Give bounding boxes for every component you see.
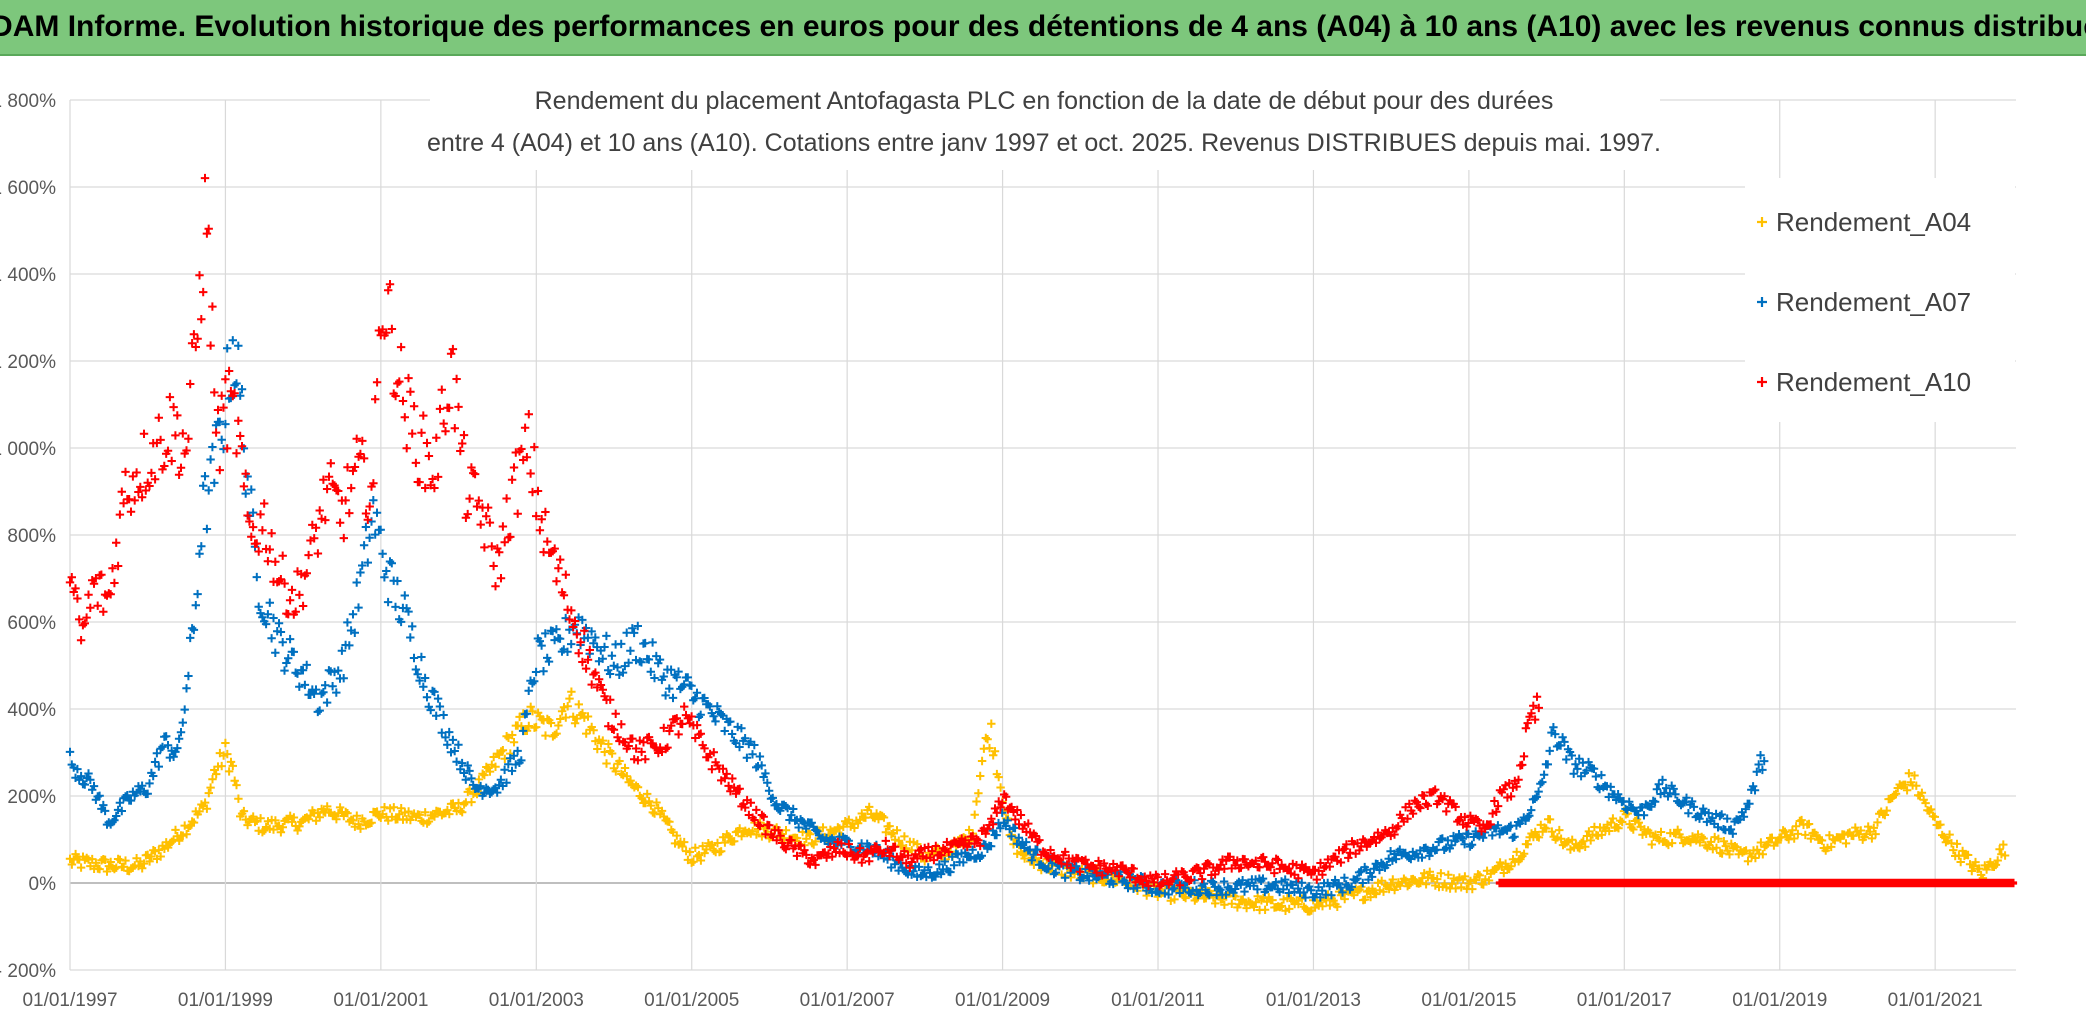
y-tick-label: 1 800% [0, 91, 56, 112]
x-tick-label: 01/01/2013 [1266, 990, 1361, 1011]
x-tick-label: 01/01/2017 [1577, 990, 1672, 1011]
chart-legend: Rendement_A04 Rendement_A07 Rendement_A10 [1745, 178, 2015, 422]
x-tick-label: 01/01/2021 [1888, 990, 1983, 1011]
y-tick-label: 200% [7, 787, 56, 808]
y-tick-label: 1 600% [0, 178, 56, 199]
chart-title: Rendement du placement Antofagasta PLC e… [427, 78, 1661, 170]
x-tick-label: 01/01/2007 [800, 990, 895, 1011]
legend-marker [1757, 297, 1767, 307]
x-tick-label: 01/01/2011 [1111, 990, 1205, 1011]
y-axis-tick-labels: 1 800% 1 600% 1 400% 1 200% 1 000% 800% 600% 40… [0, 91, 56, 982]
y-tick-label: 1 400% [0, 265, 56, 286]
x-tick-label: 01/01/2005 [644, 990, 739, 1011]
data-series-layer [65, 173, 2018, 916]
x-tick-label: 01/01/1999 [178, 990, 273, 1011]
x-tick-label: 01/01/2009 [955, 990, 1050, 1011]
chart-title-line-1: Rendement du placement Antofagasta PLC e… [535, 87, 1554, 115]
series-rendement-a10-0-segment- [1495, 878, 2018, 888]
y-tick-label: 1 000% [0, 439, 56, 460]
x-tick-label: 01/01/2019 [1732, 990, 1827, 1011]
y-tick-label: 400% [7, 700, 56, 721]
series-markers [65, 173, 1543, 891]
page-banner-title: ADAM Informe. Evolution historique des p… [0, 0, 2086, 56]
x-tick-label: 01/01/1997 [22, 990, 117, 1011]
series-markers [65, 336, 1769, 902]
series-markers [1495, 878, 2018, 888]
x-tick-label: 01/01/2001 [333, 990, 428, 1011]
chart-title-line-2: entre 4 (A04) et 10 ans (A10). Cotations… [427, 129, 1661, 157]
y-tick-label: 600% [7, 613, 56, 634]
y-tick-label: 0% [29, 874, 57, 895]
x-tick-label: 01/01/2003 [489, 990, 584, 1011]
chart-title-background [430, 78, 1660, 170]
legend-label: Rendement_A10 [1776, 367, 1971, 397]
y-tick-label: - 200% [0, 961, 56, 982]
legend-marker [1757, 377, 1767, 387]
legend-background [1745, 178, 2015, 422]
y-tick-label: 800% [7, 526, 56, 547]
x-axis-tick-labels: 01/01/1997 01/01/1999 01/01/2001 01/01/2003… [22, 990, 1982, 1011]
series-rendement-a07 [65, 336, 1769, 902]
legend-marker [1757, 217, 1767, 227]
y-tick-label: 1 200% [0, 352, 56, 373]
legend-label: Rendement_A04 [1776, 207, 1971, 237]
chart-gridlines [69, 99, 2016, 971]
legend-label: Rendement_A07 [1776, 287, 1971, 317]
x-tick-label: 01/01/2015 [1421, 990, 1516, 1011]
series-rendement-a10 [65, 173, 1543, 891]
